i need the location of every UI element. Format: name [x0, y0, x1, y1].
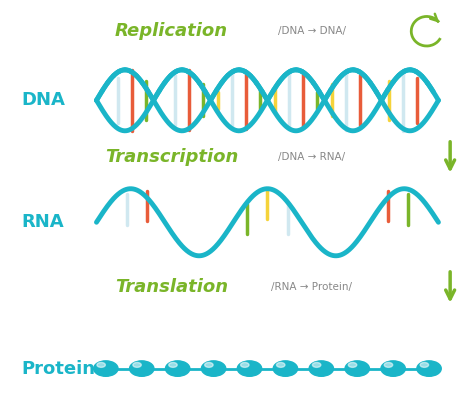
- Ellipse shape: [165, 361, 190, 376]
- Ellipse shape: [417, 361, 441, 376]
- Ellipse shape: [205, 363, 213, 368]
- Text: /DNA → RNA/: /DNA → RNA/: [278, 152, 346, 162]
- Ellipse shape: [309, 361, 334, 376]
- Ellipse shape: [384, 363, 392, 368]
- Ellipse shape: [345, 361, 369, 376]
- Ellipse shape: [201, 361, 226, 376]
- Ellipse shape: [94, 361, 118, 376]
- Ellipse shape: [129, 361, 154, 376]
- Text: /DNA → DNA/: /DNA → DNA/: [278, 26, 346, 36]
- Text: Transcription: Transcription: [105, 148, 238, 166]
- Ellipse shape: [237, 361, 262, 376]
- Ellipse shape: [420, 363, 428, 368]
- Ellipse shape: [169, 363, 177, 368]
- Ellipse shape: [348, 363, 357, 368]
- Ellipse shape: [276, 363, 285, 368]
- Text: Protein: Protein: [21, 360, 96, 377]
- Ellipse shape: [312, 363, 321, 368]
- Text: Translation: Translation: [115, 278, 228, 296]
- Text: Replication: Replication: [115, 22, 228, 40]
- Ellipse shape: [381, 361, 405, 376]
- Ellipse shape: [273, 361, 298, 376]
- Ellipse shape: [97, 363, 105, 368]
- Text: RNA: RNA: [21, 213, 64, 231]
- Text: /RNA → Protein/: /RNA → Protein/: [272, 282, 353, 292]
- Text: DNA: DNA: [21, 91, 65, 109]
- Ellipse shape: [133, 363, 141, 368]
- Ellipse shape: [241, 363, 249, 368]
